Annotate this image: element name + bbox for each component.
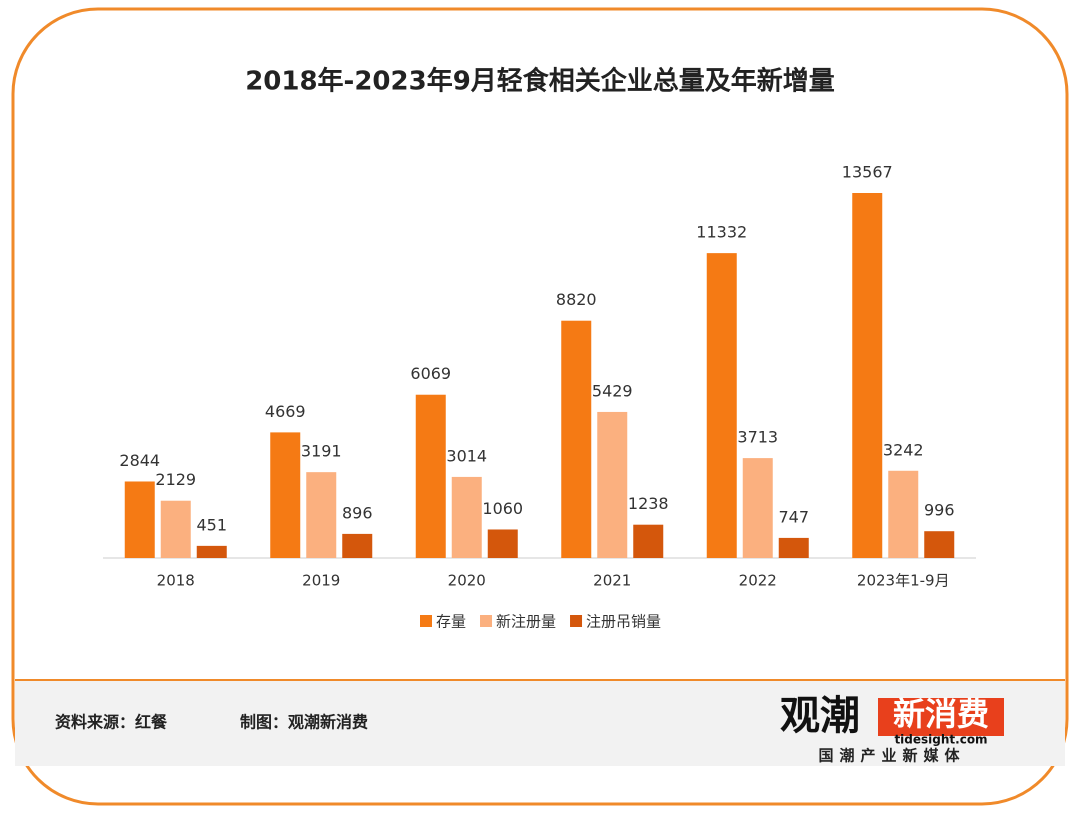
logo-name: 观潮 (780, 693, 860, 739)
legend-label: 注册吊销量 (586, 613, 661, 631)
bar (342, 533, 373, 558)
bar (487, 529, 518, 558)
bar (888, 470, 919, 558)
data-label: 3191 (301, 442, 342, 461)
bar (561, 320, 592, 558)
data-label: 5429 (592, 381, 633, 400)
chart-title: 2018年-2023年9月轻食相关企业总量及年新增量 (245, 66, 835, 97)
x-tick-label: 2022 (739, 572, 777, 590)
logo-tagline: 国潮产业新媒体 (818, 747, 965, 765)
data-label: 11332 (696, 223, 747, 242)
legend-swatch (480, 615, 493, 627)
x-tick-label: 2023年1-9月 (857, 572, 950, 590)
data-label: 13567 (842, 163, 893, 182)
bar (124, 481, 155, 558)
data-label: 6069 (410, 364, 451, 383)
bar (924, 531, 955, 558)
bar (778, 537, 809, 558)
credit: 制图：观潮新消费 (240, 713, 368, 732)
data-label: 3242 (883, 440, 924, 459)
bar (742, 458, 773, 558)
frame (11, 7, 1069, 806)
data-label: 896 (342, 503, 373, 522)
data-label: 8820 (556, 290, 597, 309)
legend-label: 新注册量 (496, 613, 556, 631)
bar (852, 193, 883, 558)
data-label: 2129 (155, 470, 196, 489)
data-label: 2844 (119, 451, 160, 470)
bar (270, 432, 301, 558)
bar (196, 545, 227, 558)
logo-url: tidesight.com (894, 733, 987, 747)
data-label: 3014 (446, 446, 487, 465)
x-tick-label: 2019 (302, 572, 340, 590)
bar (451, 476, 482, 558)
data-label: 1060 (482, 499, 523, 518)
data-label: 747 (778, 507, 809, 526)
logo-name: 新消费 (893, 695, 989, 733)
x-tick-label: 2021 (593, 572, 631, 590)
legend-label: 存量 (436, 613, 466, 631)
bar (633, 524, 664, 558)
bar (415, 394, 446, 558)
source: 资料来源：红餐 (55, 713, 168, 732)
bar (706, 253, 737, 558)
bar (597, 411, 628, 558)
data-label: 996 (924, 501, 955, 520)
legend-swatch (420, 615, 432, 627)
x-tick-label: 2020 (448, 572, 486, 590)
legend-swatch (570, 615, 583, 627)
data-label: 4669 (265, 402, 306, 421)
data-label: 3713 (737, 428, 778, 447)
data-label: 451 (196, 515, 227, 534)
x-tick-label: 2018 (157, 572, 195, 590)
bar (306, 472, 337, 558)
logo-box (878, 698, 1004, 736)
bar (160, 500, 191, 558)
data-label: 1238 (628, 494, 669, 513)
